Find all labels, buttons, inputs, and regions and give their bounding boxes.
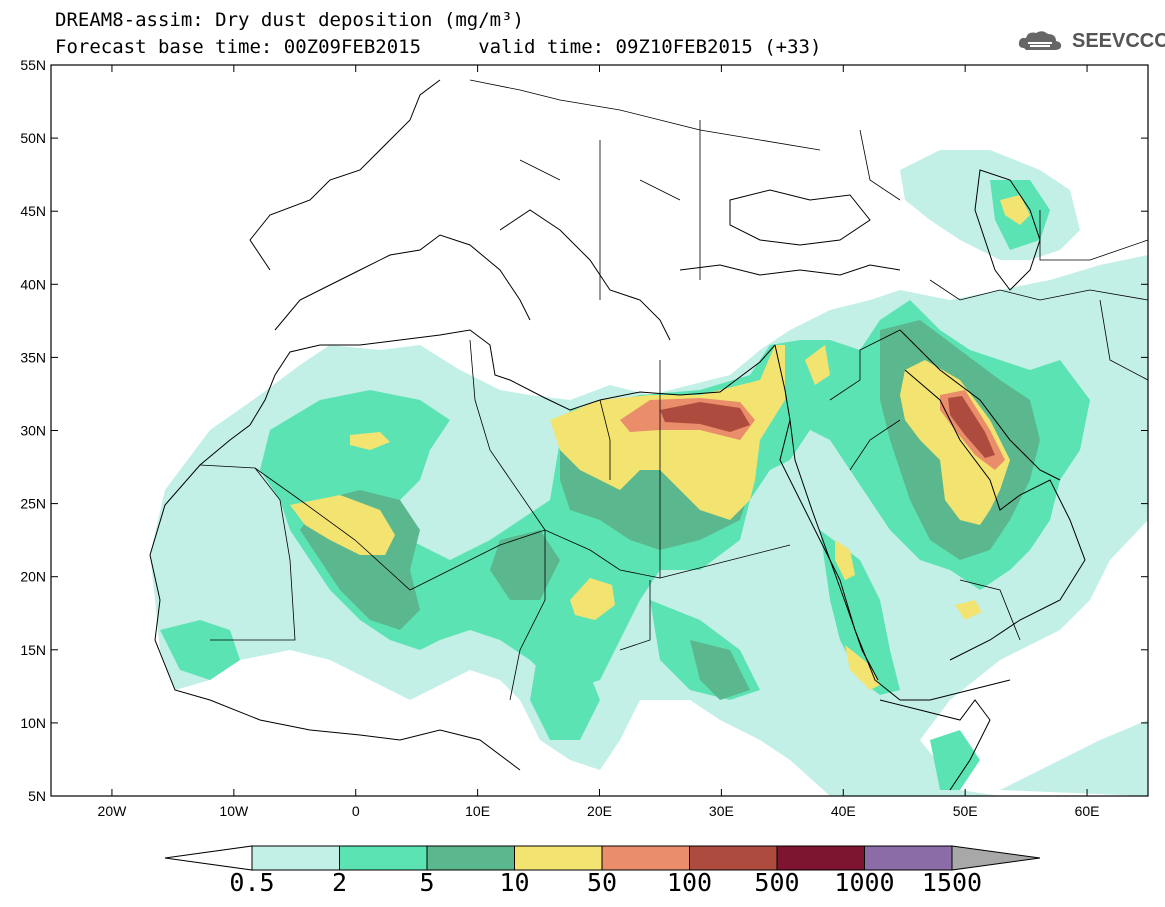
lon-label: 60E <box>1075 803 1100 819</box>
colorbar-swatch <box>514 845 603 871</box>
colorbar-label: 1500 <box>921 868 983 897</box>
borders <box>199 79 1148 701</box>
lat-label: 10N <box>20 715 46 731</box>
axis-ticks <box>51 64 1148 797</box>
lat-label: 40N <box>20 276 46 292</box>
colorbar-right-arrow <box>951 845 1041 871</box>
lon-label: 50E <box>953 803 978 819</box>
colorbar-label: 50 <box>586 868 618 897</box>
forecast-time-subtitle: Forecast base time: 00Z09FEB2015 valid t… <box>55 36 822 58</box>
colorbar-swatch <box>426 845 515 871</box>
map-title: DREAM8-assim: Dry dust deposition (mg/m³… <box>55 9 524 31</box>
lat-label: 15N <box>20 642 46 658</box>
cloud-logo-icon <box>1018 31 1062 50</box>
lat-label: 50N <box>20 130 46 146</box>
lon-label: 20W <box>98 803 128 819</box>
colorbar-swatch <box>864 845 953 871</box>
lon-label: 0 <box>352 803 360 819</box>
colorbar-swatch <box>339 845 428 871</box>
lon-label: 40E <box>831 803 856 819</box>
colorbar-label: 0.5 <box>229 868 275 897</box>
colorbar-label: 1000 <box>834 868 895 897</box>
dust-field <box>150 150 1148 796</box>
lat-label: 20N <box>20 569 46 585</box>
lat-label: 5N <box>28 788 46 804</box>
colorbar-label: 500 <box>754 868 800 897</box>
lon-label: 30E <box>709 803 734 819</box>
colorbar-swatch <box>601 845 690 871</box>
latitude-labels: 55N 50N 45N 40N 35N 30N 25N 20N 15N 10N 5N <box>20 57 46 804</box>
lat-label: 25N <box>20 496 46 512</box>
colorbar-swatch <box>251 845 340 871</box>
lat-label: 55N <box>20 57 46 73</box>
colorbar-label: 5 <box>419 868 435 897</box>
seevccc-logo-text: SEEVCCC <box>1072 30 1165 52</box>
lat-label: 35N <box>20 349 46 365</box>
lon-label: 20E <box>587 803 612 819</box>
colorbar-swatch <box>689 845 778 871</box>
colorbar-swatch <box>776 845 865 871</box>
lon-label: 10E <box>465 803 490 819</box>
colorbar <box>164 845 1041 871</box>
longitude-labels: 20W 10W 0 10E 20E 30E 40E 50E 60E <box>98 803 1100 819</box>
colorbar-label: 10 <box>499 868 530 897</box>
lat-label: 45N <box>20 203 46 219</box>
coastlines <box>149 79 1086 791</box>
colorbar-left-arrow <box>164 845 253 871</box>
colorbar-label: 2 <box>331 868 348 897</box>
lat-label: 30N <box>20 423 46 439</box>
lon-label: 10W <box>219 803 249 819</box>
colorbar-label: 100 <box>666 868 713 897</box>
